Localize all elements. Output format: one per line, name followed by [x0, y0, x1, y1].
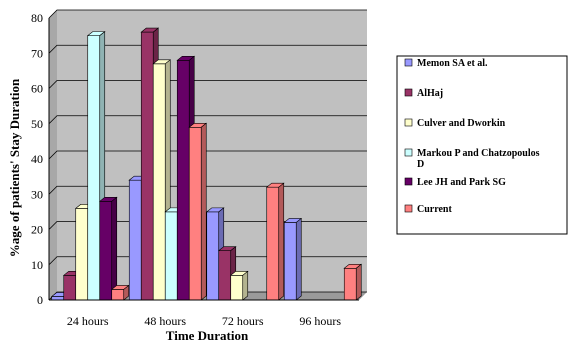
axes	[48, 18, 359, 301]
gridline	[48, 115, 367, 125]
y-tick-label: 30	[31, 187, 43, 201]
legend-item: Memon SA et al.	[404, 58, 488, 69]
bar-front	[164, 211, 178, 301]
y-tick-label: 70	[31, 46, 43, 60]
legend-item: Markou P and Chatzopoulos D	[404, 148, 540, 170]
legend-box	[396, 55, 568, 235]
legend-swatch	[404, 118, 413, 127]
y-tick-label: 20	[31, 223, 43, 237]
x-axis-label: Time Duration	[166, 328, 249, 343]
bar-front	[343, 267, 357, 301]
bar-front	[206, 211, 220, 301]
legend-item: AlHaj	[404, 88, 443, 99]
legend-swatch	[404, 204, 413, 213]
bar-front	[111, 289, 125, 301]
bar-front	[99, 201, 113, 301]
legend: Memon SA et al. AlHaj Culver and Dworkin Ma…	[396, 55, 568, 235]
gridline	[48, 185, 367, 195]
legend-label: Lee JH and Park SG	[417, 177, 506, 188]
x-tick-labels: 24 hours 48 hours 72 hours 96 hours	[67, 314, 341, 328]
legend-swatch	[404, 177, 413, 186]
gridline	[48, 80, 367, 89]
bar-front	[188, 126, 202, 301]
legend-swatch	[404, 88, 413, 97]
bar	[188, 122, 208, 301]
x-tick-label: 48 hours	[144, 314, 186, 328]
bar-front	[266, 186, 280, 301]
bar	[283, 217, 303, 301]
legend-item: Culver and Dworkin	[404, 118, 506, 129]
legend-item: Lee JH and Park SG	[404, 177, 506, 188]
bar-front	[75, 208, 89, 301]
bars	[50, 27, 363, 301]
bar-front	[63, 275, 77, 301]
bar-side	[200, 122, 207, 301]
y-tick-label: 80	[31, 11, 43, 25]
bar	[229, 270, 249, 301]
bar-front	[218, 250, 232, 301]
bar-front	[230, 275, 244, 301]
bar	[110, 284, 130, 301]
bar-front	[152, 63, 166, 301]
x-tick-label: 72 hours	[222, 314, 264, 328]
gridline	[48, 9, 367, 19]
bar-side	[123, 284, 130, 301]
legend-label: Current	[417, 204, 452, 215]
legend-swatch	[404, 58, 413, 67]
y-tick-label: 0	[37, 293, 43, 307]
bar-front	[128, 179, 142, 301]
bar-side	[355, 263, 362, 301]
bar-front	[87, 35, 101, 301]
bar-front	[51, 296, 65, 301]
gridline	[48, 150, 367, 160]
bar-front	[176, 59, 190, 301]
bar-side	[278, 182, 285, 301]
legend-label: Culver and Dworkin	[417, 118, 506, 129]
y-tick-label: 50	[31, 117, 43, 131]
legend-item: Current	[404, 204, 452, 215]
y-axis-label: %age of patients' Stay Duration	[7, 78, 22, 257]
legend-swatch	[404, 148, 413, 157]
bar	[98, 196, 118, 301]
legend-label: Markou P and Chatzopoulos D	[417, 148, 540, 170]
gridline	[48, 256, 367, 266]
bar-front	[140, 31, 154, 301]
bar	[265, 182, 285, 301]
legend-label: AlHaj	[417, 88, 443, 99]
x-tick-label: 96 hours	[299, 314, 341, 328]
bar-front	[283, 222, 297, 301]
bar-side	[295, 217, 302, 301]
y-tick-label: 60	[31, 82, 43, 96]
bar-side	[111, 196, 118, 301]
bar-side	[242, 270, 249, 301]
y-tick-label: 40	[31, 152, 43, 166]
y-tick-label: 10	[31, 258, 43, 272]
gridline	[48, 221, 367, 230]
y-tick-labels: 0 10 20 30 40 50 60 70 80	[31, 11, 43, 307]
gridline	[48, 44, 367, 54]
legend-label: Memon SA et al.	[417, 58, 488, 69]
bar	[343, 263, 363, 301]
x-tick-label: 24 hours	[67, 314, 109, 328]
